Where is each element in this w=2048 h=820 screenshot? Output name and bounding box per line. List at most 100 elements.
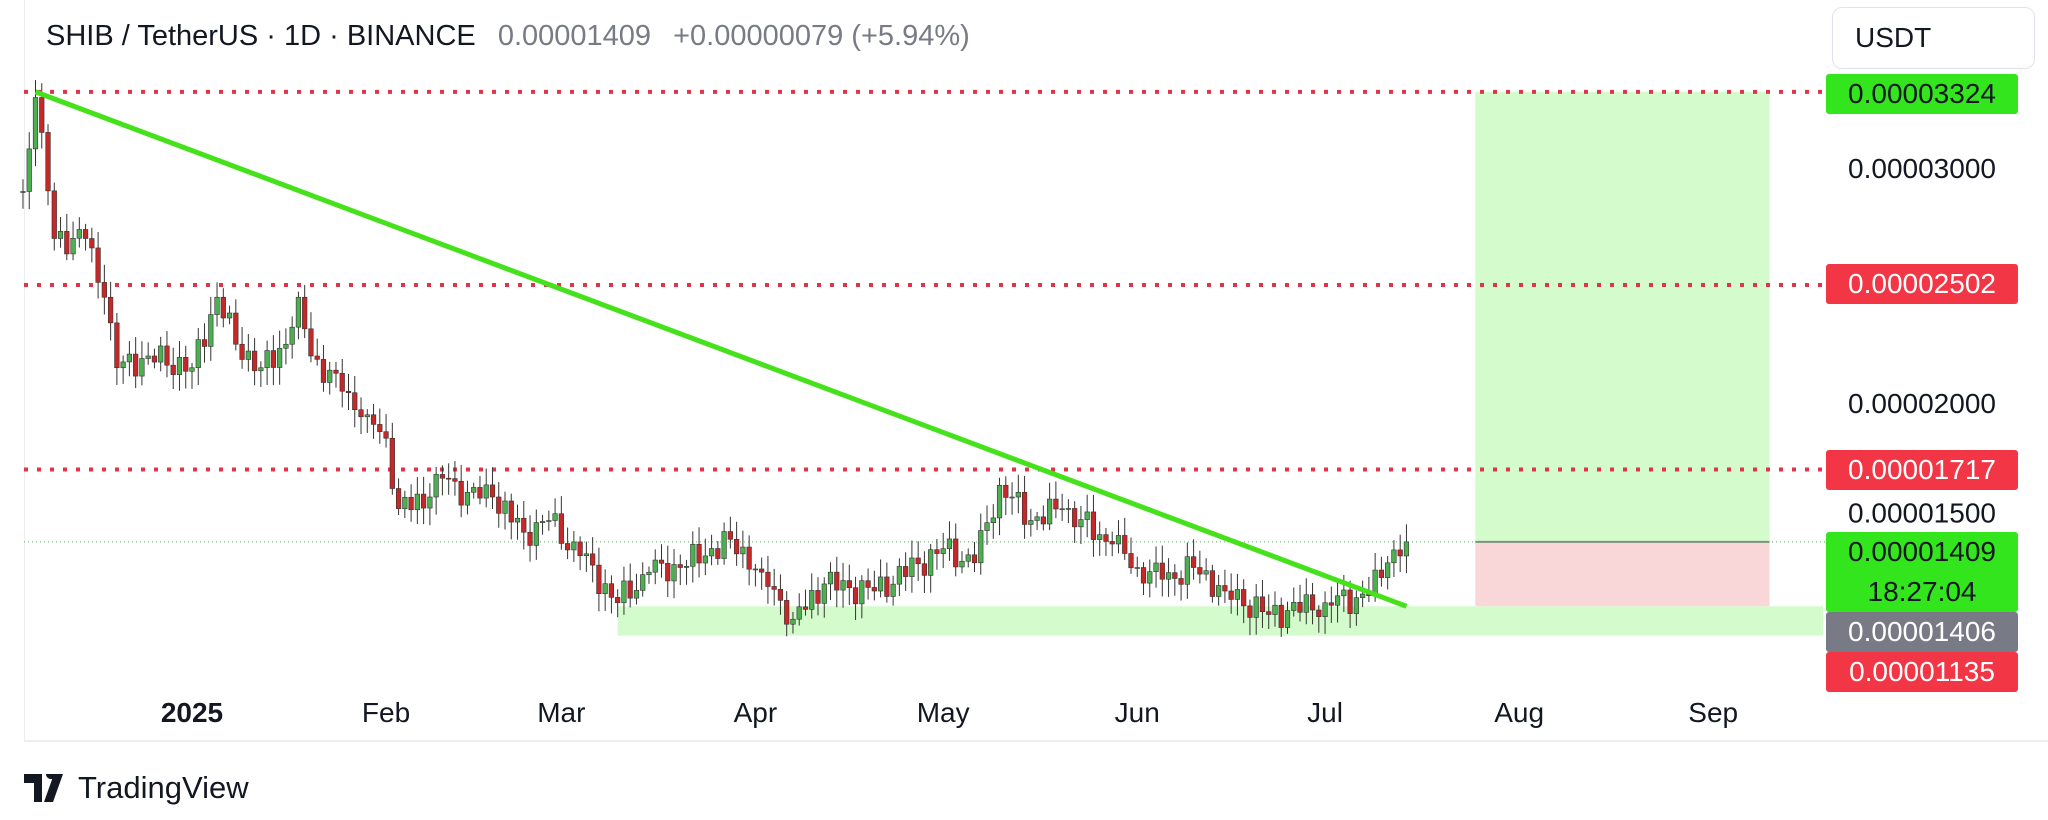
candle-body: [1328, 602, 1334, 606]
candle-body: [39, 97, 45, 133]
candle-body: [76, 229, 82, 239]
price-chart[interactable]: 2025 Feb Mar Apr May Jun Jul Aug Sep 0.00003000 0.…: [0, 0, 2048, 760]
candle-body: [370, 414, 377, 425]
candle-body: [771, 586, 777, 590]
trendline: [34, 89, 1408, 609]
candle-body: [239, 343, 245, 360]
candle-body: [277, 347, 283, 368]
price-change: +0.00000079 (+5.94%): [673, 20, 970, 52]
candle-body: [840, 580, 846, 591]
candle-body: [946, 538, 953, 549]
candle-body: [333, 369, 339, 374]
candle-body: [790, 618, 796, 625]
candle-body: [195, 339, 201, 369]
candle-body: [583, 553, 589, 557]
candle-body: [57, 231, 64, 239]
price-axis-label: 0.00003000: [1848, 153, 1996, 184]
candle-body: [1247, 605, 1253, 618]
candle-body: [1378, 569, 1384, 578]
candle-body: [1053, 498, 1059, 510]
candle-body: [170, 364, 176, 375]
candle-body: [940, 548, 946, 554]
long-position-target-zone: [1475, 91, 1770, 542]
candle-body: [877, 576, 884, 592]
candle-body: [990, 517, 996, 524]
candle-body: [1309, 594, 1316, 611]
candle-body: [308, 328, 314, 357]
candle-body: [252, 350, 258, 372]
candle-body: [1341, 589, 1347, 597]
candle-body: [1234, 589, 1241, 600]
candle-body: [1297, 601, 1303, 613]
candle-body: [95, 247, 101, 283]
time-axis-label: Sep: [1688, 697, 1738, 728]
candle-body: [1115, 535, 1122, 545]
candle-body: [283, 343, 289, 349]
candle-body: [665, 563, 671, 582]
tradingview-logo[interactable]: TradingView: [24, 770, 249, 806]
candle-body: [539, 521, 546, 523]
candle-body: [1090, 511, 1097, 540]
candle-body: [201, 339, 208, 347]
candle-body: [514, 517, 521, 523]
candle-body: [477, 487, 483, 499]
candle-body: [446, 477, 452, 480]
candle-body: [314, 355, 320, 360]
candle-body: [1191, 556, 1197, 568]
candle-body: [270, 350, 276, 368]
candle-body: [903, 566, 909, 577]
candle-body: [1209, 570, 1215, 597]
candle-body: [51, 190, 57, 239]
time-axis-label: Jun: [1115, 697, 1160, 728]
candle-body: [70, 237, 76, 255]
candle-body: [302, 296, 308, 330]
candle-body: [358, 409, 364, 418]
time-axis-label: Jul: [1307, 697, 1343, 728]
candle-body: [233, 312, 239, 345]
candle-body: [289, 326, 295, 345]
candle-body: [1078, 519, 1084, 528]
candle-body: [458, 480, 464, 506]
candle-body: [1103, 534, 1109, 542]
tradingview-logo-icon: [24, 774, 63, 802]
candle-body: [1172, 572, 1178, 579]
candle-body: [608, 583, 615, 598]
candle-body: [715, 548, 721, 559]
symbol-label[interactable]: SHIB / TetherUS · 1D · BINANCE: [46, 20, 476, 52]
candle-body: [158, 345, 164, 363]
chart-header: SHIB / TetherUS · 1D · BINANCE 0.0000140…: [46, 20, 970, 53]
candle-body: [1134, 567, 1140, 569]
candle-body: [145, 355, 151, 359]
candle-body: [815, 590, 821, 604]
brand-name: TradingView: [78, 770, 249, 805]
price-level-label: 0.00002502: [1826, 264, 2018, 304]
candle-body: [1322, 602, 1328, 617]
candle-body: [827, 571, 834, 585]
candle-body: [746, 546, 752, 570]
candle-body: [677, 564, 683, 568]
price-axis-label: 0.00001500: [1848, 498, 1996, 529]
candle-body: [577, 541, 583, 557]
currency-button[interactable]: USDT: [1832, 7, 2035, 69]
candle-body: [164, 345, 170, 366]
candle-body: [433, 474, 439, 498]
candle-body: [752, 568, 758, 571]
candle-body: [640, 574, 646, 591]
candle-body: [784, 600, 790, 625]
candle-body: [214, 296, 220, 315]
candle-body: [20, 191, 26, 193]
candle-body: [978, 530, 984, 564]
candle-body: [496, 496, 502, 514]
candle-body: [408, 496, 414, 511]
candle-body: [1122, 535, 1128, 554]
candle-body: [809, 590, 815, 610]
candle-body: [1065, 508, 1071, 510]
candle-body: [1222, 585, 1228, 592]
candle-body: [1159, 562, 1165, 580]
price-axis-label: 0.00002000: [1848, 388, 1996, 419]
candle-body: [802, 606, 809, 610]
price-level-label: 0.00001717: [1826, 450, 2018, 490]
candle-body: [1034, 516, 1040, 521]
candle-body: [364, 414, 370, 418]
candle-body: [1197, 567, 1203, 575]
